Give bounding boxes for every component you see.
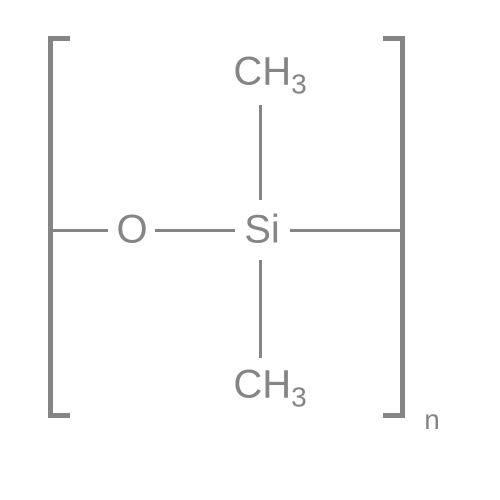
atom-si: Si xyxy=(244,208,280,253)
bond-left-o xyxy=(48,229,108,232)
bond-o-si xyxy=(155,229,235,232)
bracket-left-bottom-tab xyxy=(48,413,70,418)
bracket-right-bottom-tab xyxy=(383,413,405,418)
bracket-left-vertical xyxy=(48,36,53,418)
chemical-structure-canvas: CH3 Si O CH3 n xyxy=(0,0,500,500)
bracket-right-top-tab xyxy=(383,36,405,41)
atom-ch3-top: CH3 xyxy=(233,50,306,101)
atom-o: O xyxy=(116,208,147,253)
bracket-right-vertical xyxy=(400,36,405,418)
bracket-left-top-tab xyxy=(48,36,70,41)
atom-ch3-bottom: CH3 xyxy=(233,363,306,414)
bond-si-ch3-top xyxy=(259,105,262,200)
bond-si-right xyxy=(290,229,405,232)
repeat-subscript-n: n xyxy=(424,404,440,436)
bond-si-ch3-bottom xyxy=(259,260,262,358)
